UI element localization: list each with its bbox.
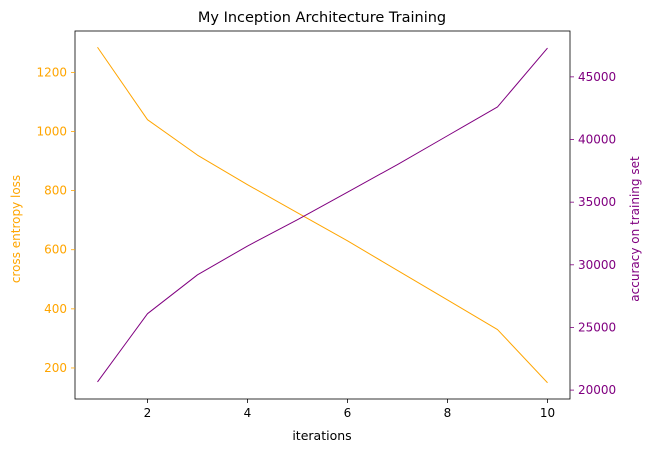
y-axis-right-label: accuracy on training set	[628, 156, 642, 302]
y-right-tick-label: 45000	[578, 70, 616, 84]
plot-frame	[74, 30, 571, 400]
x-axis-label: iterations	[292, 428, 351, 443]
loss-series-line	[97, 46, 548, 384]
y-left-tick-label: 400	[44, 302, 67, 316]
y-right-tick-label: 35000	[578, 195, 616, 209]
y-right-tick-label: 40000	[578, 133, 616, 147]
y-left-tick-label: 1200	[36, 65, 67, 79]
y-axis-left-label: cross entropy loss	[9, 175, 23, 283]
x-tick-label: 10	[540, 406, 555, 420]
x-tick-label: 2	[144, 406, 152, 420]
y-right-tick-label: 25000	[578, 320, 616, 334]
accuracy-series-line	[97, 47, 548, 383]
y-right-tick-label: 20000	[578, 383, 616, 397]
y-left-tick-label: 200	[44, 361, 67, 375]
x-tick-label: 8	[444, 406, 452, 420]
chart-title: My Inception Architecture Training	[198, 10, 446, 26]
x-tick-label: 6	[344, 406, 352, 420]
x-tick-label: 4	[244, 406, 252, 420]
y-left-tick-label: 600	[44, 243, 67, 257]
plot-area: 2 4 6 8 10 200 400 600 800 1000 1200 20000 25000 3000…	[36, 30, 616, 420]
y-left-tick-label: 800	[44, 184, 67, 198]
y-right-tick-label: 30000	[578, 258, 616, 272]
y-left-tick-label: 1000	[36, 124, 67, 138]
